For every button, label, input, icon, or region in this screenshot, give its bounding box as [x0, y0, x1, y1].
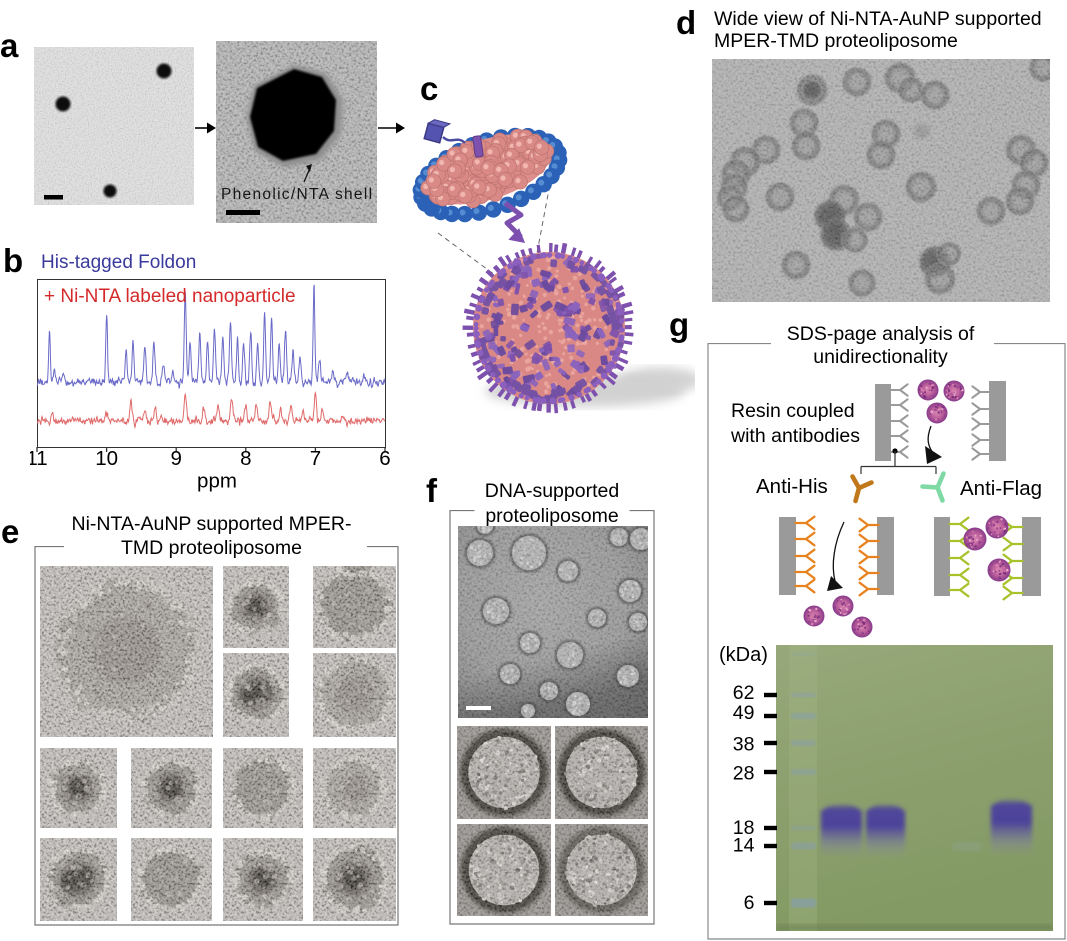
svg-text:9: 9 [170, 447, 181, 470]
svg-text:28: 28 [733, 763, 755, 785]
svg-text:(kDa): (kDa) [719, 644, 768, 666]
svg-text:38: 38 [733, 734, 755, 756]
svg-text:+ Ni-NTA labeled nanoparticle: + Ni-NTA labeled nanoparticle [44, 286, 296, 307]
svg-text:8: 8 [240, 447, 251, 470]
svg-text:18: 18 [733, 817, 755, 839]
svg-text:49: 49 [733, 702, 755, 724]
svg-text:Phenolic/NTA shell: Phenolic/NTA shell [221, 186, 373, 203]
svg-text:7: 7 [310, 447, 321, 470]
svg-text:6: 6 [379, 447, 390, 470]
svg-text:10: 10 [95, 447, 118, 470]
svg-text:11: 11 [30, 447, 48, 470]
svg-text:14: 14 [733, 835, 755, 857]
svg-text:6: 6 [744, 892, 755, 914]
svg-text:62: 62 [733, 682, 755, 704]
svg-text:ppm: ppm [197, 470, 237, 493]
